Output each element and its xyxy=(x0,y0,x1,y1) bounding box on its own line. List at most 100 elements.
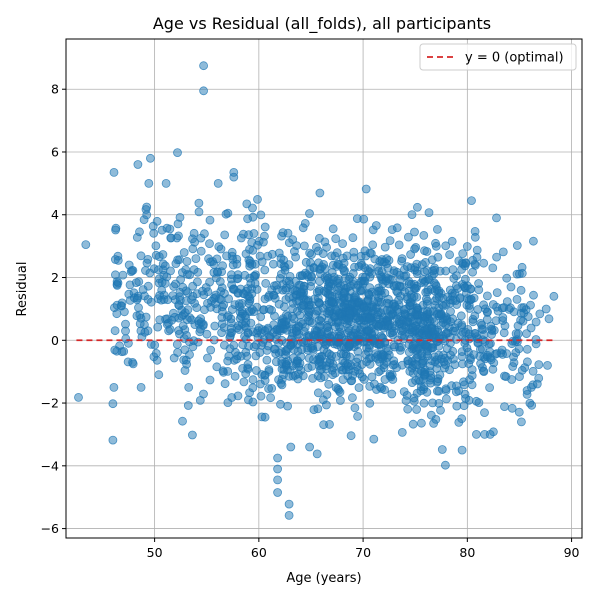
data-point xyxy=(361,349,371,359)
data-point xyxy=(216,244,226,254)
data-point xyxy=(384,255,394,265)
data-point xyxy=(309,405,319,415)
data-point xyxy=(381,276,391,286)
data-point xyxy=(403,232,413,242)
data-point xyxy=(256,210,266,220)
data-point xyxy=(153,322,163,332)
data-point xyxy=(410,227,419,237)
data-point xyxy=(411,242,421,252)
data-point xyxy=(364,267,374,277)
data-point xyxy=(182,256,192,266)
data-point xyxy=(479,330,489,340)
data-point xyxy=(178,282,188,292)
data-point xyxy=(496,348,506,358)
data-point xyxy=(331,234,341,244)
data-point xyxy=(143,254,153,264)
data-point xyxy=(452,300,462,309)
data-point xyxy=(234,299,244,309)
data-point xyxy=(347,393,357,403)
data-point xyxy=(389,268,399,278)
data-point xyxy=(492,302,502,312)
data-point xyxy=(298,223,308,233)
data-point xyxy=(253,240,262,250)
data-point xyxy=(525,398,535,408)
data-point xyxy=(452,401,462,411)
data-point xyxy=(436,354,446,364)
data-point xyxy=(153,265,163,275)
data-point xyxy=(219,340,229,350)
data-point xyxy=(317,334,327,344)
data-point xyxy=(182,315,192,325)
data-point xyxy=(194,207,204,217)
data-point xyxy=(507,403,517,413)
data-point xyxy=(152,355,162,365)
data-point xyxy=(312,449,322,459)
data-point xyxy=(352,357,361,367)
data-point xyxy=(510,336,520,346)
data-point xyxy=(334,385,344,395)
data-point xyxy=(108,435,118,445)
data-point xyxy=(500,402,509,412)
data-point xyxy=(380,242,390,252)
data-point xyxy=(243,214,253,224)
data-point xyxy=(146,339,156,349)
data-point xyxy=(324,306,334,316)
data-point xyxy=(423,287,433,297)
data-point xyxy=(368,240,378,250)
data-point xyxy=(451,281,461,291)
data-point xyxy=(262,355,272,365)
data-point xyxy=(279,324,289,334)
data-point xyxy=(408,419,418,429)
data-point xyxy=(395,345,405,355)
data-point xyxy=(416,386,426,396)
data-point xyxy=(108,399,118,409)
data-point xyxy=(117,301,126,311)
data-point xyxy=(322,272,332,282)
data-point xyxy=(294,321,303,331)
data-point xyxy=(433,252,443,262)
data-point xyxy=(348,371,358,380)
data-point xyxy=(429,269,439,279)
data-point xyxy=(549,291,559,301)
data-point xyxy=(139,215,149,225)
data-point xyxy=(289,247,299,256)
data-point xyxy=(196,233,206,243)
data-point xyxy=(462,242,472,251)
data-point xyxy=(328,224,338,234)
data-point xyxy=(474,398,484,408)
data-point xyxy=(512,294,522,304)
data-point xyxy=(212,254,222,264)
y-tick-label: −6 xyxy=(41,521,59,536)
data-point xyxy=(422,342,432,352)
chart-title: Age vs Residual (all_folds), all partici… xyxy=(153,14,491,34)
data-point xyxy=(492,213,501,223)
data-point xyxy=(170,312,180,322)
data-point xyxy=(441,241,451,251)
data-point xyxy=(223,356,233,366)
data-point xyxy=(419,398,429,408)
data-point xyxy=(371,221,381,230)
data-point xyxy=(248,203,257,213)
data-point xyxy=(522,386,532,395)
data-point xyxy=(227,393,237,402)
data-point xyxy=(404,279,414,289)
data-point xyxy=(253,194,262,204)
data-point xyxy=(143,326,153,336)
data-point xyxy=(474,279,484,288)
data-point xyxy=(349,253,359,263)
data-point xyxy=(177,268,187,277)
data-point xyxy=(441,384,451,394)
data-point xyxy=(110,303,119,313)
data-point xyxy=(507,375,517,384)
data-point xyxy=(206,345,216,355)
data-point xyxy=(288,304,298,314)
data-point xyxy=(488,364,498,374)
data-point xyxy=(196,246,206,256)
data-point xyxy=(531,317,541,327)
data-point xyxy=(125,280,135,290)
data-point xyxy=(313,306,323,315)
data-point xyxy=(151,241,161,251)
y-tick-label: 4 xyxy=(51,207,59,222)
data-point xyxy=(228,284,238,294)
data-point xyxy=(166,266,175,276)
